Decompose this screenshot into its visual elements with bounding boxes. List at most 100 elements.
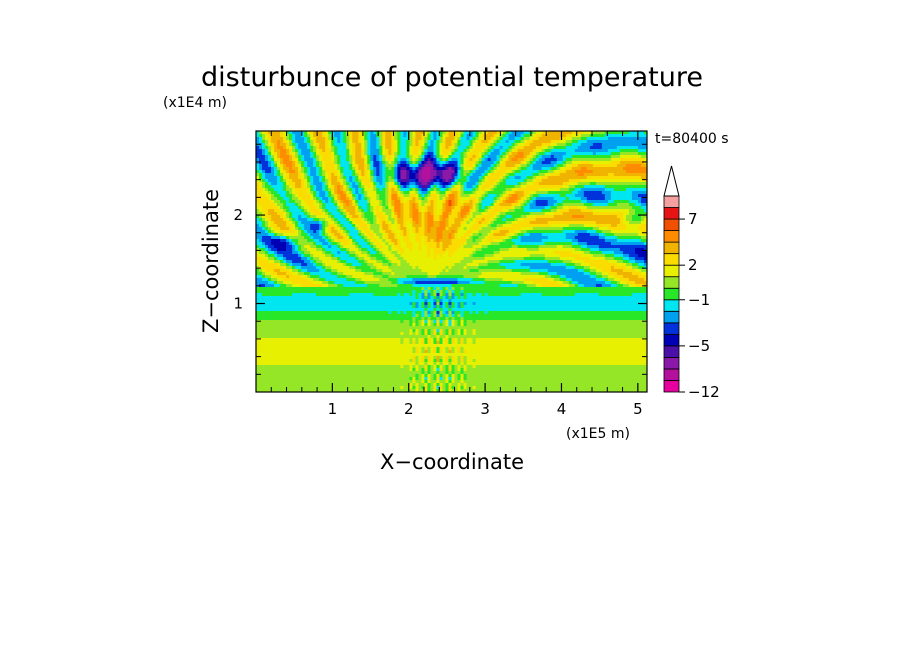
field-cell: [556, 185, 561, 189]
field-cell: [619, 227, 624, 231]
field-cell: [634, 158, 639, 162]
field-cell: [628, 149, 633, 153]
field-cell: [361, 194, 365, 198]
field-cell: [373, 200, 377, 204]
field-cell: [370, 239, 374, 243]
field-cell: [637, 155, 642, 159]
field-cell: [289, 131, 293, 135]
field-cell: [604, 224, 609, 228]
field-cell: [544, 140, 549, 144]
field-cell: [643, 215, 647, 219]
field-cell: [592, 209, 597, 213]
field-cell: [514, 131, 519, 135]
field-cell: [310, 227, 314, 231]
field-cell: [367, 215, 371, 219]
field-cell: [268, 197, 272, 201]
field-cell: [574, 170, 579, 174]
field-cell: [514, 230, 519, 234]
field-cell: [562, 218, 567, 222]
field-cell: [397, 182, 401, 186]
field-cell: [589, 185, 594, 189]
field-cell: [529, 218, 534, 222]
field-cell: [352, 218, 356, 222]
field-cell: [397, 224, 401, 228]
field-cell: [421, 185, 425, 189]
field-cell: [526, 242, 531, 246]
field-cell: [559, 194, 564, 198]
field-cell: [424, 221, 428, 225]
field-cell: [259, 164, 263, 168]
field-cell: [379, 227, 383, 231]
field-cell: [541, 134, 546, 138]
field-cell: [445, 239, 449, 243]
field-cell: [493, 149, 498, 153]
field-cell: [571, 194, 576, 198]
field-cell: [298, 242, 302, 246]
field-cell: [307, 194, 311, 198]
field-cell: [415, 152, 419, 156]
field-cell: [586, 173, 591, 177]
field-cell: [568, 173, 573, 177]
field-cell: [409, 134, 413, 138]
field-cell: [610, 194, 615, 198]
field-cell: [577, 152, 582, 156]
field-cell: [298, 215, 302, 219]
field-cell: [517, 191, 522, 195]
field-cell: [583, 158, 588, 162]
field-cell: [451, 230, 456, 234]
field-cell: [568, 131, 573, 135]
field-cell: [415, 131, 419, 135]
field-cell: [598, 194, 603, 198]
field-cell: [469, 197, 474, 201]
field-cell: [469, 152, 474, 156]
field-cell: [511, 155, 516, 159]
field-cell: [427, 137, 431, 141]
field-cell: [292, 188, 296, 192]
field-cell: [304, 194, 308, 198]
field-cell: [376, 227, 380, 231]
field-cell: [517, 131, 522, 135]
field-cell: [337, 134, 341, 138]
field-cell: [421, 230, 425, 234]
field-cell: [565, 221, 570, 225]
field-cell: [619, 179, 624, 183]
field-cell: [409, 161, 413, 165]
field-cell: [352, 236, 356, 240]
field-cell: [346, 197, 350, 201]
field-cell: [487, 137, 492, 141]
field-cell: [604, 200, 609, 204]
field-cell: [541, 173, 546, 177]
field-cell: [259, 233, 263, 237]
field-cell: [355, 182, 359, 186]
field-cell: [331, 158, 335, 162]
field-cell: [457, 182, 462, 186]
field-cell: [349, 230, 353, 234]
field-cell: [577, 155, 582, 159]
field-cell: [445, 200, 449, 204]
field-cell: [538, 239, 543, 243]
field-cell: [583, 167, 588, 171]
field-cell: [316, 131, 320, 135]
field-cell: [598, 191, 603, 195]
field-cell: [316, 155, 320, 159]
field-cell: [310, 146, 314, 150]
field-cell: [469, 164, 474, 168]
field-cell: [304, 182, 308, 186]
field-cell: [319, 149, 323, 153]
field-cell: [487, 242, 492, 246]
field-cell: [568, 182, 573, 186]
field-cell: [523, 203, 528, 207]
field-cell: [580, 152, 585, 156]
field-cell: [301, 131, 305, 135]
field-cell: [511, 149, 516, 153]
field-cell: [337, 215, 341, 219]
field-cell: [562, 137, 567, 141]
field-cell: [589, 161, 594, 165]
field-cell: [520, 209, 525, 213]
field-cell: [493, 215, 498, 219]
field-cell: [373, 152, 377, 156]
field-cell: [460, 158, 465, 162]
field-cell: [412, 167, 416, 171]
field-cell: [592, 155, 597, 159]
